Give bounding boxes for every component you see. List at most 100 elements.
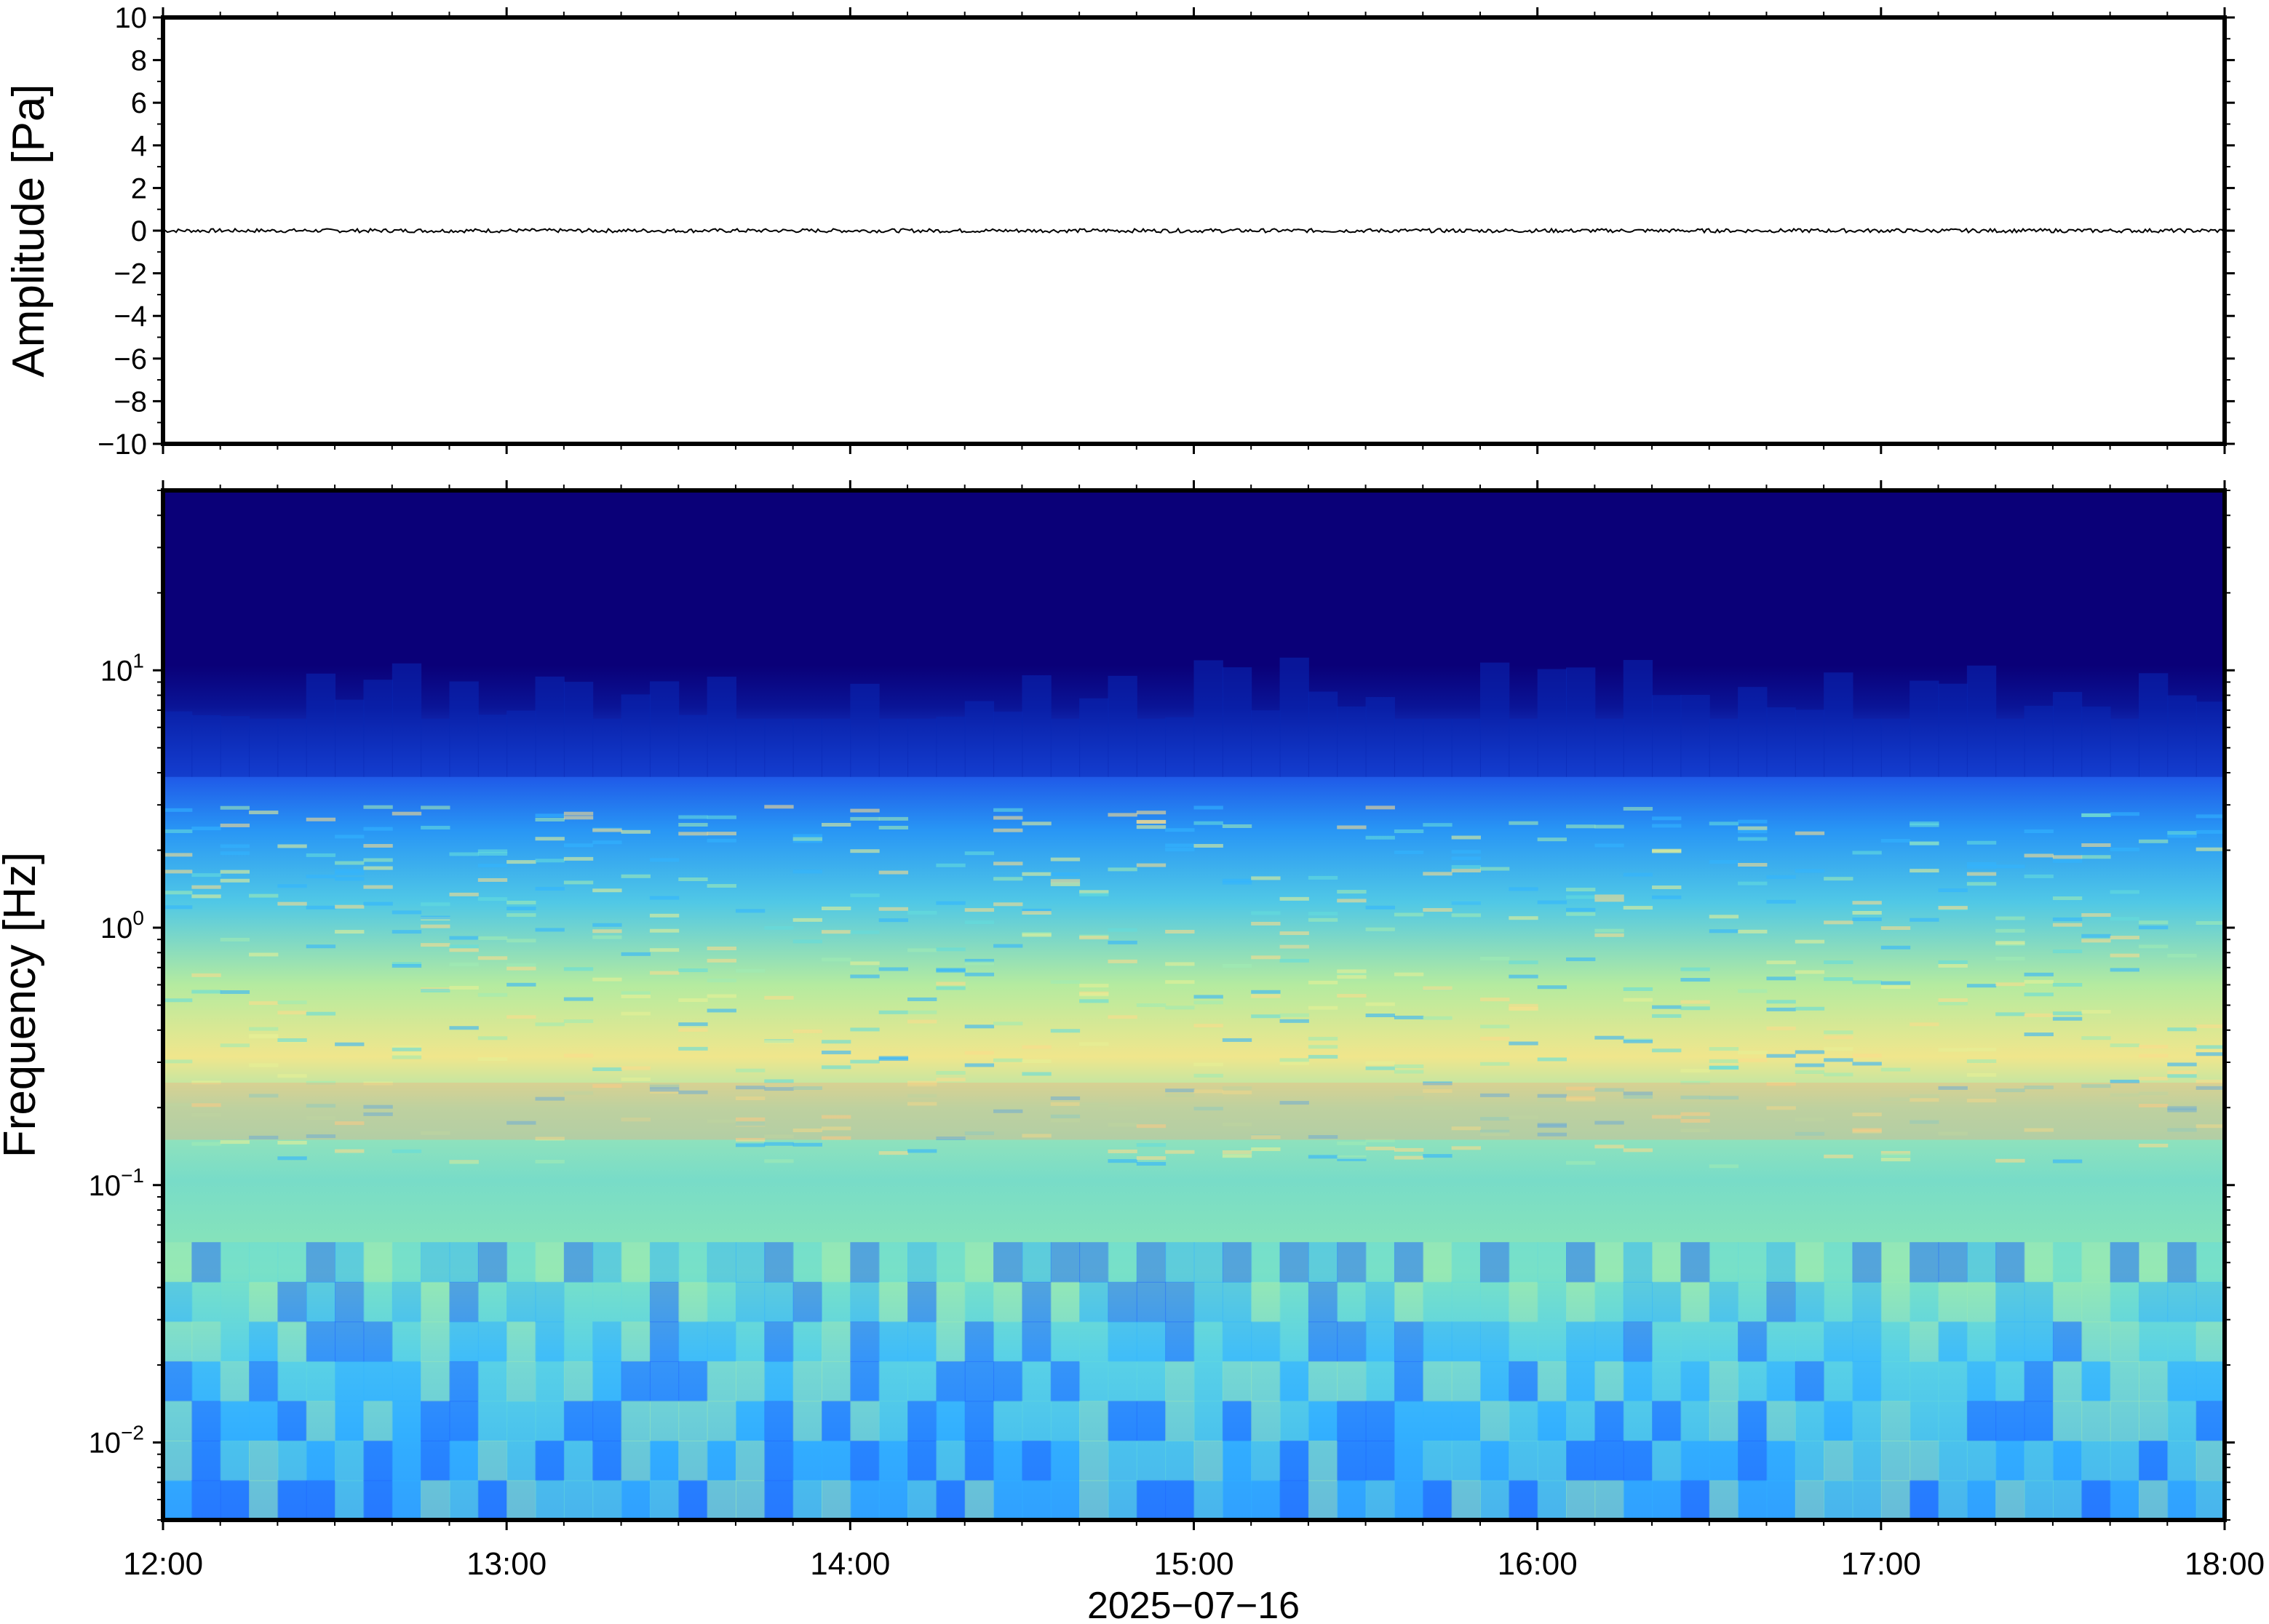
spectrogram-cell (335, 1321, 365, 1362)
spectrogram-cell (1738, 929, 1768, 934)
spectrogram-cell (163, 711, 193, 777)
spectrogram-cell (535, 1022, 565, 1027)
spectrogram-cell (993, 861, 1023, 866)
spectrogram-cell (907, 1440, 937, 1481)
spectrogram-cell (907, 718, 937, 777)
spectrogram-cell (592, 1242, 622, 1283)
spectrogram-cell (964, 1051, 995, 1055)
spectrogram-cell (2024, 1440, 2054, 1481)
spectrogram-cell (249, 1440, 279, 1481)
spectrogram-cell (1852, 1128, 1882, 1132)
spectrogram-cell (1594, 1121, 1624, 1125)
spectrogram-cell (2024, 829, 2054, 833)
spectrogram-cell (964, 961, 995, 966)
spectrogram-cell (363, 901, 393, 906)
spectrogram-cell (621, 1440, 651, 1481)
spectrogram-cell (392, 1047, 422, 1051)
spectrogram-cell (1394, 1361, 1424, 1402)
spectrogram-cell (2110, 1361, 2139, 1402)
spectrogram-cell (1995, 982, 2025, 987)
spectrogram-cell (907, 1401, 937, 1441)
spectrogram-cell (993, 877, 1023, 881)
spectrogram-cell (2052, 896, 2083, 901)
spectrogram-cell (1165, 980, 1195, 984)
spectrogram-cell (2024, 1242, 2054, 1283)
spectrogram-cell (191, 873, 221, 877)
spectrogram-cell (1938, 1321, 1968, 1362)
spectrogram-cell (2196, 829, 2225, 834)
spectrogram-cell (563, 1440, 594, 1481)
spectrogram-cell (1966, 865, 1997, 869)
spectrogram-cell (1824, 1047, 1853, 1051)
spectrogram-cell (535, 1480, 565, 1520)
spectrogram-cell (649, 1401, 680, 1441)
spectrogram-cell (1394, 1070, 1424, 1074)
spectrogram-cell (277, 1038, 307, 1043)
spectrogram-cell (1337, 1401, 1367, 1441)
spectrogram-cell (592, 929, 622, 934)
spectrogram-cell (592, 977, 622, 982)
spectrogram-cell (2110, 917, 2139, 921)
spectrogram-cell (335, 1480, 365, 1520)
spectrogram-cell (1222, 1038, 1252, 1042)
spectrogram-cell (563, 1480, 594, 1520)
spectrogram-cell (792, 837, 822, 841)
spectrogram-cell (735, 1086, 766, 1090)
spectrogram-cell (1738, 1480, 1768, 1520)
spectrogram-cell (1652, 1014, 1682, 1018)
spectrogram-cell (2052, 1401, 2083, 1441)
spectrogram-cell (363, 1440, 393, 1481)
spectrogram-cell (1910, 821, 1939, 826)
spectrogram-cell (163, 905, 193, 909)
spectrogram-cell (1880, 926, 1911, 931)
spectrogram-cell (1652, 895, 1682, 899)
spectrogram-cell (1594, 1401, 1624, 1441)
spectrogram-cell (449, 1401, 479, 1441)
spectrogram-cell (993, 1321, 1023, 1362)
spectrogram-cell (2024, 1032, 2054, 1037)
spectrogram-cell (964, 908, 995, 912)
spectrogram-cell (1766, 1321, 1796, 1362)
spectrogram-cell (1050, 872, 1081, 877)
spectrogram-cell (2024, 1013, 2054, 1017)
spectrogram-cell (850, 849, 880, 853)
spectrogram-cell (1365, 696, 1395, 777)
spectrogram-cell (1709, 1480, 1739, 1520)
spectrogram-cell (964, 972, 995, 976)
spectrogram-cell (1738, 1361, 1768, 1402)
spectrogram-cell (850, 1480, 880, 1520)
spectrogram-cell (535, 1281, 565, 1323)
waveform-y-tick-labels: 10 8 6 4 2 0 −2 −4 −6 −8 −10 (98, 2, 147, 461)
spectrogram-cell (535, 928, 565, 932)
spectrogram-cell (792, 1129, 822, 1133)
spectrogram-cell (1938, 1281, 1968, 1323)
spectrogram-cell (1451, 865, 1481, 869)
spectrogram-cell (1050, 1440, 1081, 1481)
spectrogram-cell (764, 718, 794, 777)
spectrogram-cell (477, 1057, 508, 1062)
spectrogram-cell (277, 1000, 307, 1005)
spectrogram-cell (2052, 1242, 2083, 1283)
spectrogram-cell (191, 1281, 221, 1323)
spectrogram-cell (563, 1401, 594, 1441)
spectrogram-cell (249, 1480, 279, 1520)
spectrogram-cell (2081, 1321, 2111, 1362)
spectrogram-cell (649, 1321, 680, 1362)
spectrogram-cell (1165, 1401, 1195, 1441)
spectrogram-cell (306, 1080, 336, 1085)
spectrogram-cell (1108, 1480, 1137, 1520)
spectrogram-cell (2167, 1106, 2197, 1110)
spectrogram-cell (2196, 1124, 2225, 1129)
spectrogram-cell (964, 1480, 995, 1520)
spectrogram-cell (1050, 857, 1081, 861)
spectrogram-cell (1279, 958, 1309, 963)
spectrogram-cell (707, 1119, 736, 1123)
spectrogram-cell (1824, 672, 1853, 777)
spectrogram-cell (191, 1401, 221, 1441)
spectrogram-cell (1938, 1242, 1968, 1283)
spectrogram-cell (220, 805, 250, 810)
spectrogram-cell (1738, 837, 1768, 841)
spectrogram-cell (850, 1401, 880, 1441)
spectrogram-cell (1766, 899, 1796, 904)
spectrogram-cell (1050, 879, 1081, 883)
